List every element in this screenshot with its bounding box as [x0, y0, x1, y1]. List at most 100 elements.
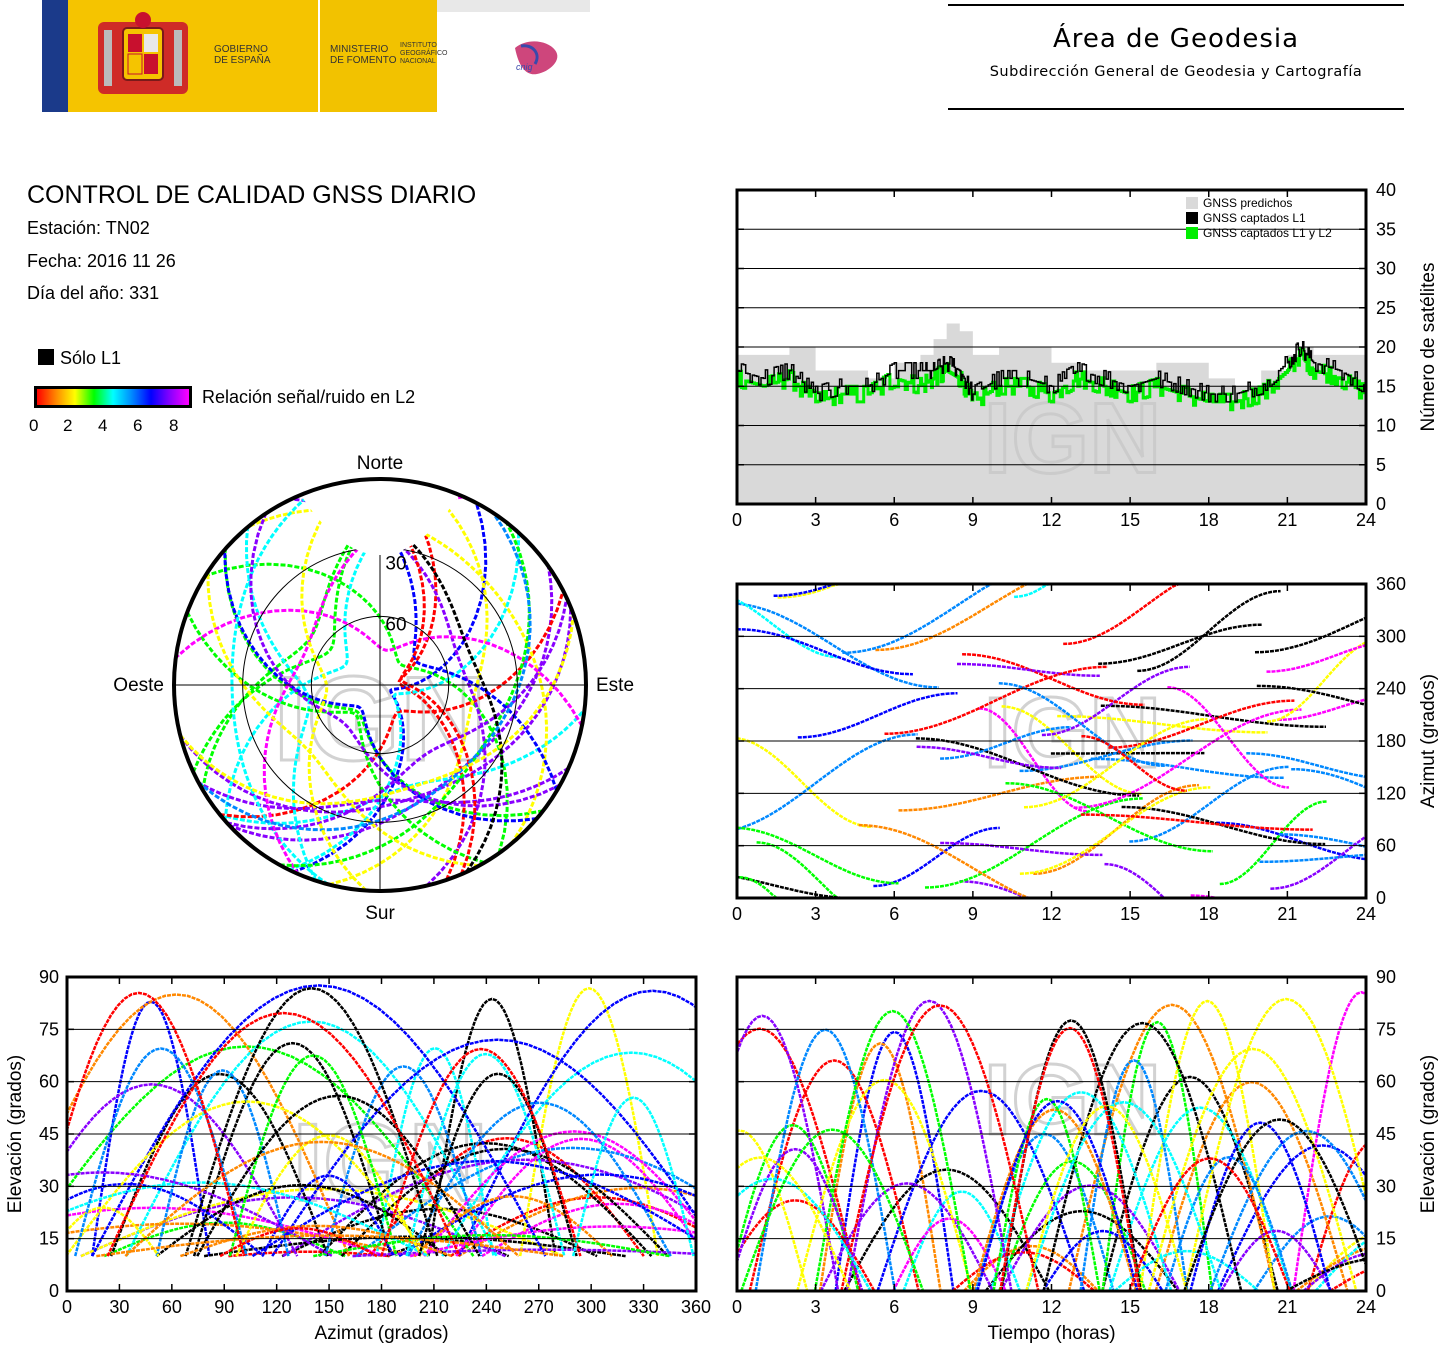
- x-tick-label: 18: [1199, 510, 1219, 530]
- x-tick-label: 60: [162, 1297, 182, 1317]
- cnig-logo-text: cnig: [516, 62, 533, 72]
- direction-south: Sur: [365, 903, 395, 924]
- y-tick-label: 5: [1376, 455, 1386, 475]
- azimuth-track: [1254, 616, 1366, 654]
- x-tick-label: 9: [968, 904, 978, 924]
- x-tick-label: 0: [732, 1297, 742, 1317]
- elevation-azimuth-track: [318, 1141, 653, 1257]
- sky-track: [197, 511, 532, 832]
- legend-swatch: [1186, 212, 1198, 224]
- y-tick-label: 60: [1376, 1072, 1396, 1092]
- snr-colorbar-label: Relación señal/ruido en L2: [202, 387, 416, 407]
- eu-flag-strip: [42, 0, 68, 112]
- sky-track: [219, 590, 565, 819]
- x-tick-label: 24: [1356, 1297, 1376, 1317]
- y-axis-label: Número de satélites: [1418, 263, 1439, 432]
- elevation-azimuth-track: [67, 1181, 429, 1258]
- elevation-time-track: [999, 1026, 1141, 1291]
- area-subtitle: Subdirección General de Geodesia y Carto…: [989, 64, 1363, 80]
- sky-track: [179, 614, 575, 806]
- azimuth-track: [1270, 834, 1366, 890]
- elevation-azimuth-track: [368, 1136, 645, 1257]
- elevation-time-track: [951, 1251, 1096, 1291]
- sky-track: [292, 502, 488, 874]
- x-tick-label: 90: [214, 1297, 234, 1317]
- elevation-azimuth-track: [73, 1047, 248, 1257]
- x-tick-label: 21: [1277, 904, 1297, 924]
- y-tick-label: 15: [39, 1229, 59, 1249]
- y-tick-label: 90: [39, 967, 59, 987]
- elevation-azimuth-track: [407, 1101, 672, 1257]
- elevation-azimuth-track: [457, 989, 696, 1257]
- ring-label-30: 30: [385, 554, 406, 575]
- elevation-time-track: [1138, 999, 1276, 1291]
- elevation-time-track: [737, 1014, 840, 1291]
- azimuth-track: [737, 598, 840, 659]
- azimuth-track: [1014, 584, 1153, 599]
- y-tick-label: 120: [1376, 783, 1406, 803]
- azimuth-track: [957, 662, 1100, 678]
- azimuth-track: [1279, 833, 1366, 849]
- y-tick-label: 0: [1376, 1281, 1386, 1301]
- elevation-azimuth-track: [571, 1096, 695, 1257]
- x-tick-label: 6: [889, 510, 899, 530]
- azimuth-track: [1129, 765, 1289, 843]
- azimuth-track: [873, 826, 1000, 888]
- x-tick-label: 12: [1041, 1297, 1061, 1317]
- azimuth-track: [916, 745, 1062, 770]
- elevation-time-tracks: IGN: [737, 990, 1366, 1291]
- azimuth-track: [773, 584, 956, 598]
- institution-logos: GOBIERNO DE ESPAÑA MINISTERIO DE FOMENTO…: [42, 0, 590, 112]
- y-tick-label: 240: [1376, 679, 1406, 699]
- elevation-azimuth-track: [67, 1171, 333, 1258]
- elevation-azimuth-track: [375, 1046, 495, 1257]
- sky-track: [279, 521, 531, 868]
- x-tick-label: 9: [968, 1297, 978, 1317]
- station-label: Estación: TN02: [27, 218, 150, 238]
- y-tick-label: 30: [1376, 259, 1396, 279]
- x-tick-label: 120: [262, 1297, 292, 1317]
- elevation-time-track: [1041, 1229, 1164, 1291]
- elevation-time-track: [1285, 1258, 1366, 1291]
- sky-track: [223, 549, 537, 823]
- elevation-time-track: [876, 1089, 1086, 1291]
- elevation-time-track: [1101, 1075, 1279, 1291]
- y-tick-label: 75: [39, 1019, 59, 1039]
- x-tick-label: 24: [1356, 904, 1376, 924]
- azimuth-track: [915, 737, 1140, 797]
- y-tick-label: 45: [1376, 1124, 1396, 1144]
- y-tick-label: 0: [1376, 494, 1386, 514]
- y-tick-label: 60: [39, 1072, 59, 1092]
- y-axis-label: Azimut (grados): [1418, 674, 1439, 808]
- elevation-azimuth-track: [457, 1186, 696, 1258]
- elevation-azimuth-track: [441, 1051, 696, 1257]
- azimuth-track: [737, 875, 860, 898]
- elevation-time-track: [1025, 1100, 1223, 1291]
- sky-track: [206, 571, 480, 868]
- elevation-time-track: [834, 1030, 955, 1291]
- elevation-time-track: [1189, 1121, 1332, 1291]
- area-title: Área de Geodesia: [1052, 24, 1300, 54]
- elevation-time-track: [1220, 1229, 1333, 1291]
- elevation-azimuth-track: [398, 1173, 696, 1258]
- azimuth-track: [1005, 781, 1213, 853]
- sky-track: [244, 527, 318, 882]
- x-tick-label: 15: [1120, 510, 1140, 530]
- x-tick-label: 3: [811, 1297, 821, 1317]
- azimuth-track: [1100, 704, 1327, 729]
- x-tick-label: 6: [889, 904, 899, 924]
- cnig-logo-icon: [515, 41, 558, 75]
- elevation-time-track: [748, 1059, 920, 1291]
- x-tick-label: 18: [1199, 1297, 1219, 1317]
- x-tick-label: 210: [419, 1297, 449, 1317]
- y-tick-label: 30: [39, 1176, 59, 1196]
- x-tick-label: 330: [629, 1297, 659, 1317]
- azimuth-track: [1277, 698, 1366, 722]
- coat-of-arms-icon: [68, 0, 318, 112]
- x-tick-label: 300: [576, 1297, 606, 1317]
- sky-track: [185, 611, 485, 865]
- azimuth-track: [1063, 584, 1229, 646]
- elevation-azimuth-track: [67, 1206, 160, 1257]
- sky-track: [219, 708, 586, 825]
- y-tick-label: 180: [1376, 731, 1406, 751]
